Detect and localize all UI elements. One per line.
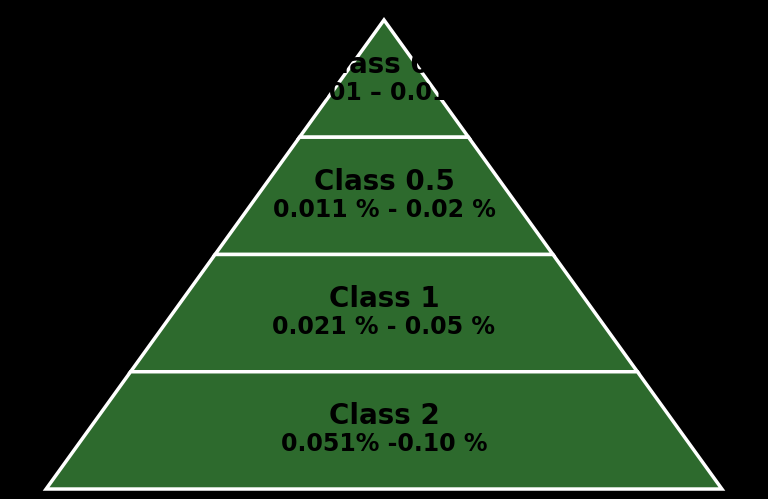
Text: Class 1: Class 1 bbox=[329, 285, 439, 313]
Text: 0.051% -0.10 %: 0.051% -0.10 % bbox=[281, 433, 487, 457]
Text: 0.001 – 0.01 %: 0.001 – 0.01 % bbox=[287, 81, 481, 105]
Text: Class 2: Class 2 bbox=[329, 402, 439, 430]
Text: Class 00: Class 00 bbox=[319, 50, 449, 78]
Polygon shape bbox=[46, 372, 722, 489]
Polygon shape bbox=[215, 137, 553, 254]
Text: Class 0.5: Class 0.5 bbox=[313, 168, 455, 196]
Text: 0.021 % - 0.05 %: 0.021 % - 0.05 % bbox=[273, 315, 495, 339]
Polygon shape bbox=[131, 254, 637, 372]
Text: 0.011 % - 0.02 %: 0.011 % - 0.02 % bbox=[273, 198, 495, 222]
Polygon shape bbox=[300, 20, 468, 137]
